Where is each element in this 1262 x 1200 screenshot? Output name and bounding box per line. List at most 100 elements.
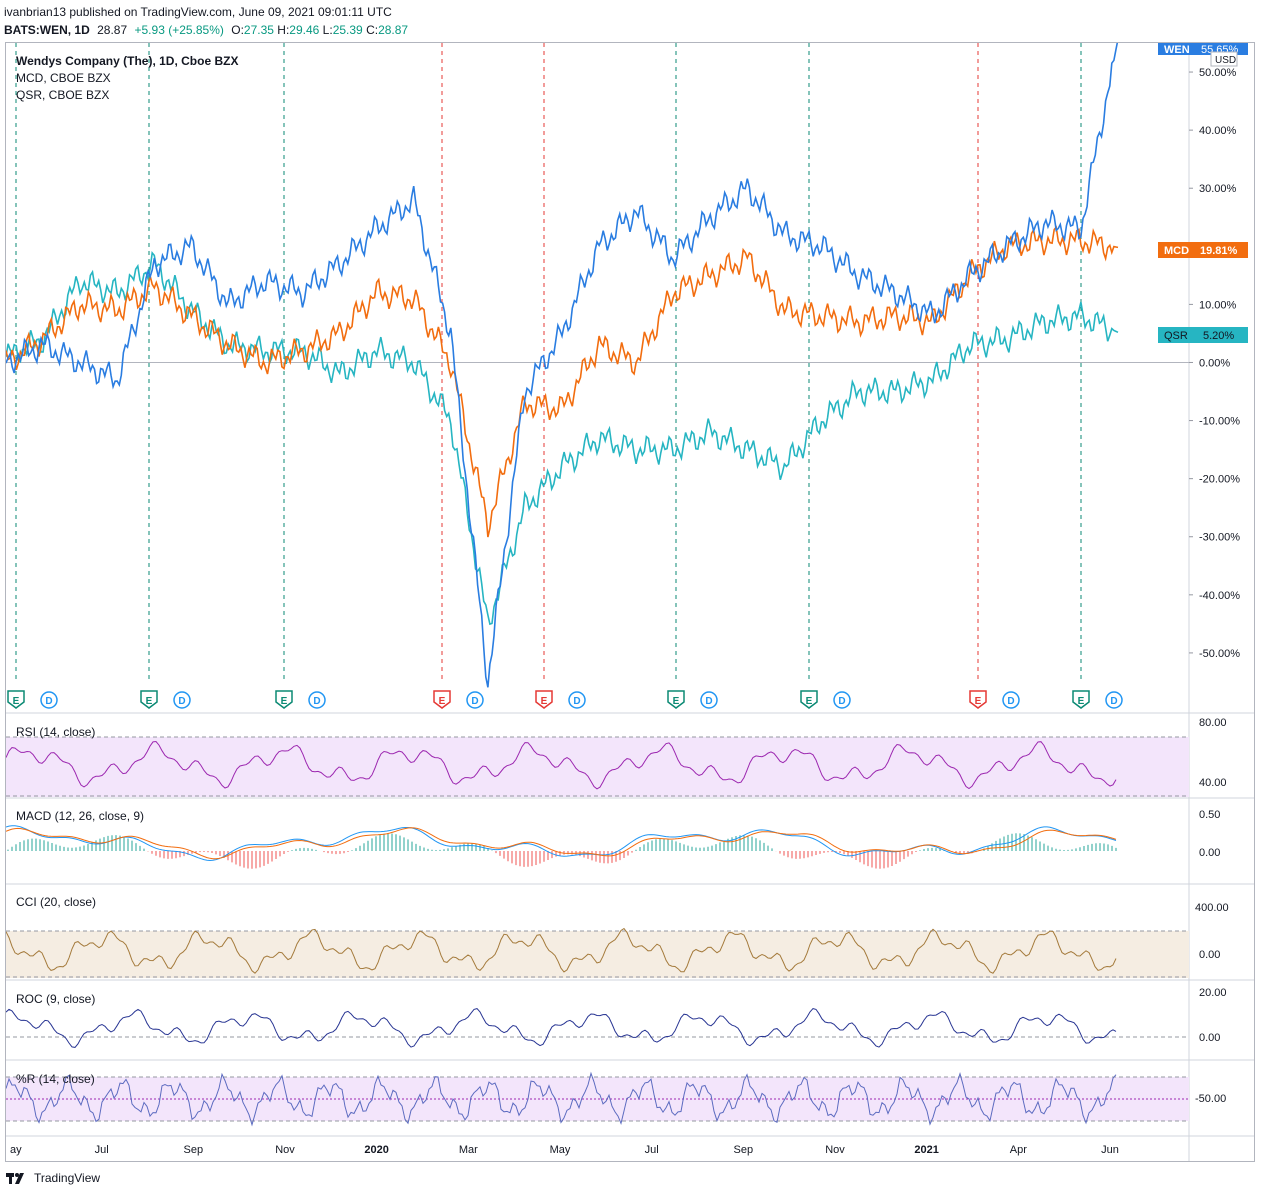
legend-mcd: MCD, CBOE BZX [16,71,111,85]
roc-tick-20: 20.00 [1199,987,1227,999]
earnings-badge-label: E [975,696,982,707]
earnings-badge-label: E [439,696,446,707]
earnings-badge-label: E [673,696,680,707]
dividend-marker: D [173,691,191,709]
chart-svg[interactable]: E D E D E D E D E D E D E D E D E D 50.00% 40.00% 30.00% 20.… [5,39,1254,1161]
y-axis: 50.00%40.00%30.00%20.00%10.00%0.00%-10.0… [1189,67,1240,660]
rsi-label: RSI (14, close) [16,725,95,739]
open-label: O: [231,23,244,37]
earnings-badge-shape [1072,690,1090,709]
y-tick-label: -40.00% [1199,590,1240,602]
y-tick-label: -30.00% [1199,532,1240,544]
rsi-line [5,740,1117,790]
earnings-marker: E [969,690,987,709]
wen-tag-name: WEN [1164,44,1190,56]
x-tick-label: Apr [1010,1144,1027,1156]
cci-band [6,931,1189,978]
series-line-mcd [5,225,1119,538]
dividend-badge-shape [466,691,484,709]
macd-tick-050: 0.50 [1199,809,1220,821]
dividend-badge-label: D [45,696,52,707]
chart-frame[interactable]: E D E D E D E D E D E D E D E D E D 50.00% 40.00% 30.00% 20.… [5,39,1255,1162]
mcd-tag-name: MCD [1164,245,1189,257]
rsi-tick-80: 80.00 [1199,717,1227,729]
high-value: 29.46 [289,23,320,37]
earnings-badge-label: E [146,696,153,707]
dividend-marker: D [700,691,718,709]
last-price: 28.87 [97,23,128,37]
earnings-badge-shape [140,690,158,709]
y-tick-label: -50.00% [1199,648,1240,660]
dividend-badge-shape [700,691,718,709]
close-label: C: [366,23,379,37]
dividend-marker: D [308,691,326,709]
x-tick-label: Jul [95,1144,109,1156]
dividend-badge-shape [40,691,58,709]
dividend-badge-label: D [471,696,478,707]
dividend-badge-shape [308,691,326,709]
x-tick-label: ay [10,1144,22,1156]
earnings-badge-shape [667,690,685,709]
dividend-marker: D [1105,691,1123,709]
dividend-badge-label: D [1110,696,1117,707]
y-tick-label: 40.00% [1199,125,1237,137]
qsr-price-tag: QSR 5.20% [1158,327,1248,343]
earnings-marker: E [275,690,293,709]
earnings-badge-label: E [13,696,20,707]
x-tick-label: May [550,1144,571,1156]
y-tick-label: 30.00% [1199,183,1237,195]
x-tick-label: Jun [1101,1144,1119,1156]
earnings-marker: E [433,690,451,709]
symbol: BATS:WEN, 1D [4,23,90,37]
mcd-price-tag: MCD 19.81% [1158,242,1248,258]
x-tick-label: Mar [459,1144,478,1156]
dividend-badge-shape [833,691,851,709]
dividend-badge-label: D [705,696,712,707]
series-line-qsr [5,250,1119,626]
y-tick-label: -10.00% [1199,416,1240,428]
cci-tick-400: 400.00 [1195,902,1229,914]
qsr-tag-name: QSR [1164,330,1188,342]
dividend-badge-label: D [1007,696,1014,707]
x-tick-label: Sep [184,1144,204,1156]
earnings-badge-shape [275,690,293,709]
wr-tick-50: -50.00 [1195,1093,1226,1105]
macd-line [5,825,1117,862]
footer-brand-label: TradingView [34,1171,101,1185]
x-tick-label: 2020 [364,1144,388,1156]
pane-separators [6,43,1254,1161]
series-layer [5,39,1119,688]
earnings-marker: E [1072,690,1090,709]
currency-box: USD [1210,51,1238,67]
high-label: H: [277,23,290,37]
roc-label: ROC (9, close) [16,992,95,1006]
earnings-marker: E [667,690,685,709]
earnings-marker: E [800,690,818,709]
x-axis: ay Jul Sep Nov 2020 Mar May Jul Sep Nov 2021 Apr Jun [10,1144,1119,1156]
dividend-marker: D [466,691,484,709]
dividend-badge-label: D [313,696,320,707]
x-tick-label: Nov [825,1144,845,1156]
roc-tick-0: 0.00 [1199,1032,1220,1044]
dividend-badge-shape [1105,691,1123,709]
ohlc-line: BATS:WEN, 1D 28.87 +5.93 (+25.85%) O:27.… [4,23,408,37]
rsi-band [6,737,1189,797]
close-value: 28.87 [378,23,409,37]
mcd-tag-value: 19.81% [1200,245,1238,257]
macd-label: MACD (12, 26, close, 9) [16,809,144,823]
earnings-badge-shape [800,690,818,709]
earnings-badge-label: E [541,696,548,707]
dividend-badge-label: D [178,696,185,707]
footer-brand[interactable]: TradingView [6,1171,100,1185]
wr-label: %R (14, close) [16,1072,95,1086]
low-value: 25.39 [332,23,363,37]
earnings-badge-shape [433,690,451,709]
dividend-badge-label: D [573,696,580,707]
earnings-badge-label: E [806,696,813,707]
earnings-marker: E [140,690,158,709]
roc-line [5,1008,1117,1048]
y-tick-label: 10.00% [1199,299,1237,311]
legend-qsr: QSR, CBOE BZX [16,88,109,102]
cci-line [5,927,1117,974]
earnings-badge-label: E [281,696,288,707]
